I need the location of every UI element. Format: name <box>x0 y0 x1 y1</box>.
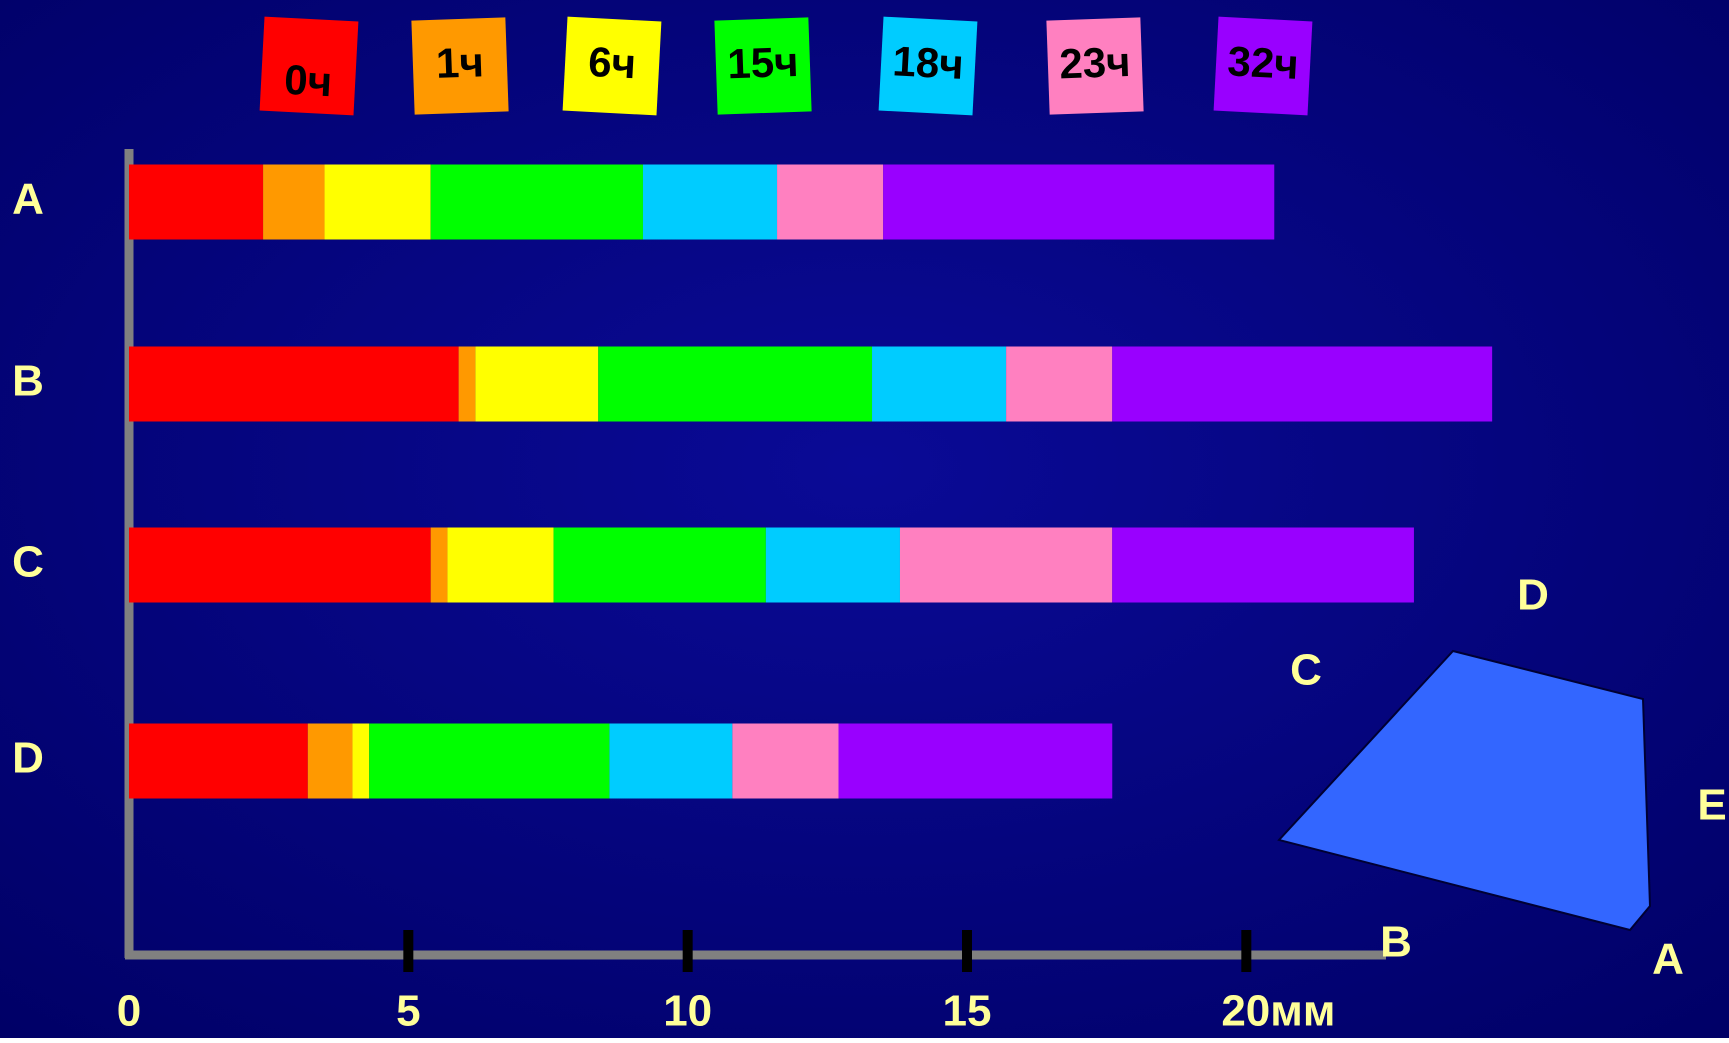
legend-swatch <box>1213 16 1313 116</box>
legend-label: 18ч <box>891 37 964 88</box>
legend-swatch <box>1046 17 1144 115</box>
bar-segment <box>1112 346 1493 422</box>
bar-segment <box>307 723 353 799</box>
bar-segment <box>872 346 1007 422</box>
legend-swatch <box>259 16 359 116</box>
category-label: B <box>12 357 44 406</box>
bar-segment <box>369 723 610 799</box>
bar-segment <box>883 164 1275 240</box>
shape-label: D <box>1517 571 1549 620</box>
x-tick-label: 20мм <box>1221 987 1335 1036</box>
legend-label: 32ч <box>1226 37 1299 88</box>
bar-segment <box>553 527 766 603</box>
legend-item: 18ч <box>878 16 978 116</box>
bar-segment <box>447 527 554 603</box>
bar-segment <box>765 527 900 603</box>
bar-segment <box>732 723 839 799</box>
shape-label: B <box>1380 918 1412 967</box>
category-label: C <box>12 538 44 587</box>
bar-segment <box>129 346 459 422</box>
bar-segment <box>129 164 264 240</box>
legend-swatch <box>714 17 812 115</box>
shape-label: C <box>1290 646 1322 695</box>
bar-segment <box>1006 346 1113 422</box>
legend-label: 0ч <box>283 56 333 105</box>
bar-segment <box>609 723 733 799</box>
bar-segment <box>642 164 778 240</box>
bar-segment <box>352 723 370 799</box>
legend-swatch <box>878 16 978 116</box>
bar-segment <box>129 723 308 799</box>
legend-item: 32ч <box>1213 16 1313 116</box>
bar-segment <box>899 527 1113 603</box>
bar-segment <box>475 346 599 422</box>
legend-label: 23ч <box>1059 38 1132 87</box>
shape-label: E <box>1697 781 1726 830</box>
x-tick-label: 0 <box>117 987 141 1036</box>
legend-label: 15ч <box>727 38 800 87</box>
x-tick-label: 10 <box>663 987 712 1036</box>
bar-segment <box>458 346 476 422</box>
bar-segment <box>430 164 643 240</box>
legend-item: 15ч <box>714 17 812 115</box>
x-tick-label: 15 <box>943 987 992 1036</box>
x-tick-label: 5 <box>396 987 420 1036</box>
bar-segment <box>129 527 431 603</box>
legend-item: 23ч <box>1046 17 1144 115</box>
legend-label: 6ч <box>587 38 637 87</box>
legend-swatch <box>411 17 509 115</box>
legend-label: 1ч <box>435 38 484 87</box>
legend-item: 1ч <box>411 17 509 115</box>
bar-segment <box>324 164 431 240</box>
legend-swatch <box>562 16 662 116</box>
bar-segment <box>598 346 873 422</box>
bar-segment <box>430 527 448 603</box>
bar-segment <box>838 723 1113 799</box>
shape <box>1277 649 1652 932</box>
bar-segment <box>263 164 325 240</box>
category-label: A <box>12 175 44 224</box>
legend-item: 6ч <box>562 16 662 116</box>
bar-segment <box>1112 527 1414 603</box>
category-label: D <box>12 734 44 783</box>
shape-label: A <box>1652 935 1684 984</box>
legend-item: 0ч <box>259 16 359 116</box>
bar-segment <box>777 164 884 240</box>
